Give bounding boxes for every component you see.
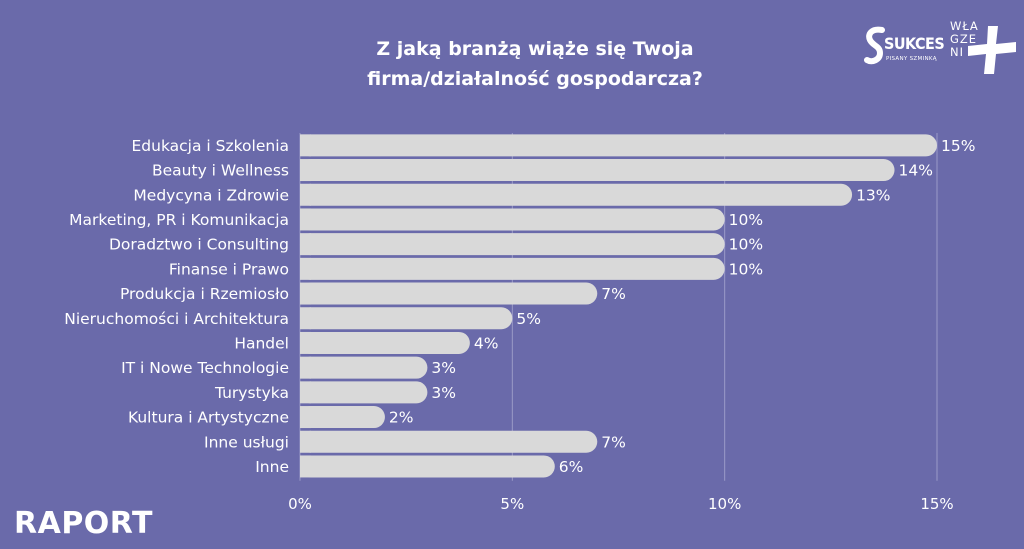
value-label: 4%	[474, 334, 499, 352]
bar	[300, 134, 937, 157]
value-label: 14%	[899, 162, 933, 180]
bar	[300, 282, 598, 305]
bar	[300, 356, 428, 379]
wl-letters-2: GZE	[950, 32, 978, 46]
x-tick-label: 15%	[920, 495, 953, 513]
cross-icon	[968, 26, 1016, 74]
bar	[300, 331, 470, 354]
report-label: RAPORT	[14, 506, 154, 541]
wlagzeni-logo-letters: WŁA GZE NI	[950, 20, 979, 59]
sukces-logo-word: SUKCES	[884, 34, 945, 53]
category-label: Kultura i Artystyczne	[128, 409, 289, 427]
bar	[300, 183, 853, 206]
value-label: 6%	[559, 458, 584, 476]
x-tick-label: 10%	[708, 495, 741, 513]
bar-left-edge	[300, 257, 311, 280]
chart-title-line-1: Z jaką branżą wiąże się Twoja	[376, 38, 694, 60]
wl-letters-3: NI	[950, 45, 964, 59]
bar	[300, 257, 725, 280]
bar-left-edge	[300, 183, 311, 206]
value-label: 7%	[601, 433, 626, 451]
category-label: Finanse i Prawo	[169, 260, 289, 278]
value-label: 15%	[941, 137, 975, 155]
bar	[300, 307, 513, 330]
category-label: Beauty i Wellness	[152, 162, 289, 180]
value-label: 10%	[729, 260, 763, 278]
value-label: 10%	[729, 211, 763, 229]
bar-left-edge	[300, 331, 311, 354]
value-label: 13%	[856, 186, 890, 204]
category-label: Turystyka	[214, 384, 289, 402]
bar	[300, 159, 895, 182]
category-label: Handel	[234, 334, 289, 352]
chart-title: Z jaką branżą wiąże się Twoja firma/dzia…	[300, 34, 770, 94]
bar	[300, 455, 555, 478]
category-label: IT i Nowe Technologie	[121, 359, 289, 377]
bar-left-edge	[300, 208, 311, 231]
bar	[300, 381, 428, 404]
value-label: 10%	[729, 236, 763, 254]
bar-left-edge	[300, 282, 311, 305]
wlagzeni-logo: WŁA GZE NI	[950, 20, 1020, 80]
sukces-s-mark-icon	[864, 26, 885, 65]
value-label: 2%	[389, 409, 414, 427]
bar	[300, 406, 385, 429]
category-label: Produkcja i Rzemiosło	[120, 285, 289, 303]
category-label: Inne usługi	[204, 433, 289, 451]
value-label: 3%	[431, 359, 456, 377]
sukces-logo-tagline: PISANY SZMINKĄ	[886, 56, 937, 62]
wl-letters-1: WŁA	[950, 19, 979, 33]
category-label: Medycyna i Zdrowie	[133, 186, 289, 204]
chart-title-line-2: firma/działalność gospodarcza?	[367, 68, 703, 90]
bar-left-edge	[300, 430, 311, 453]
value-label: 7%	[601, 285, 626, 303]
bar-left-edge	[300, 381, 311, 404]
category-label: Nieruchomości i Architektura	[64, 310, 289, 328]
bar-left-edge	[300, 134, 311, 157]
sukces-logo: SUKCES PISANY SZMINKĄ	[864, 26, 945, 70]
bar-left-edge	[300, 159, 311, 182]
category-label: Edukacja i Szkolenia	[132, 137, 290, 155]
bar-left-edge	[300, 406, 311, 429]
bar-left-edge	[300, 307, 311, 330]
value-label: 3%	[431, 384, 456, 402]
category-label: Doradztwo i Consulting	[109, 236, 289, 254]
value-label: 5%	[516, 310, 541, 328]
category-label: Inne	[255, 458, 289, 476]
bar	[300, 208, 725, 231]
bar	[300, 430, 598, 453]
x-tick-label: 0%	[288, 495, 312, 513]
x-tick-label: 5%	[500, 495, 524, 513]
bar	[300, 233, 725, 256]
bar-left-edge	[300, 356, 311, 379]
category-label: Marketing, PR i Komunikacja	[69, 211, 289, 229]
bar-left-edge	[300, 455, 311, 478]
bar-left-edge	[300, 233, 311, 256]
